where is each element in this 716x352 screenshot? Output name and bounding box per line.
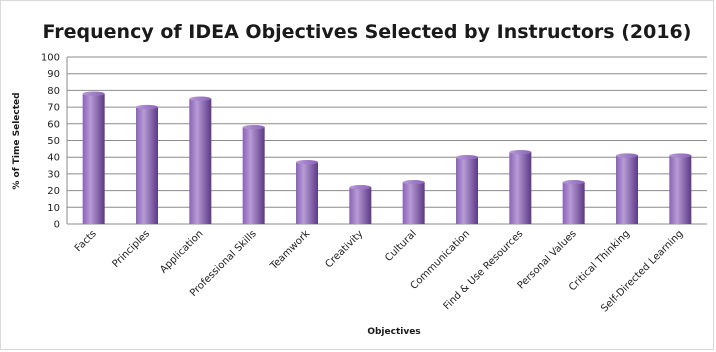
y-tick-labels: 0 10 20 30 40 50 60 70 80 90 100 <box>41 53 60 231</box>
bar-9 <box>562 182 585 224</box>
y-tick-label: 60 <box>47 119 60 130</box>
bar-cap-6 <box>402 180 425 185</box>
bars <box>82 91 692 225</box>
x-tick-label: Teamwork <box>268 228 312 272</box>
x-tick-label: Application <box>158 228 205 275</box>
bar-cap-7 <box>456 155 478 160</box>
bar-7 <box>456 157 478 224</box>
y-tick-label: 10 <box>47 203 60 214</box>
bar-2 <box>189 98 212 224</box>
bar-cap-3 <box>242 124 265 130</box>
y-tick-label: 70 <box>47 103 60 114</box>
bar-5 <box>349 187 372 224</box>
x-tick-label: Cultural <box>383 228 419 264</box>
y-tick-label: 50 <box>47 136 60 147</box>
bar-cap-10 <box>616 153 638 158</box>
bar-cap-0 <box>82 91 105 96</box>
x-tick-label: Creativity <box>323 228 365 270</box>
y-tick-label: 40 <box>47 153 60 164</box>
bar-6 <box>402 182 425 224</box>
bar-4 <box>296 162 318 224</box>
bar-8 <box>509 152 532 224</box>
bar-10 <box>616 155 638 224</box>
bar-3 <box>242 127 265 224</box>
y-tick-label: 20 <box>47 186 60 197</box>
y-tick-label: 30 <box>47 169 60 180</box>
x-tick-label: Principles <box>111 228 153 270</box>
bar-1 <box>136 107 158 224</box>
bar-cap-1 <box>136 104 158 110</box>
bar-0 <box>82 93 105 225</box>
bar-cap-9 <box>562 180 585 185</box>
bar-cap-11 <box>669 153 692 158</box>
y-tick-label: 90 <box>47 69 60 80</box>
bar-11 <box>669 155 692 224</box>
y-tick-label: 100 <box>41 53 60 64</box>
bar-cap-5 <box>349 185 372 190</box>
bar-cap-4 <box>296 160 318 165</box>
bar-cap-8 <box>509 149 532 155</box>
gridlines <box>66 56 707 225</box>
y-axis-title: % of Time Selected <box>12 92 22 189</box>
y-tick-label: 80 <box>47 86 60 97</box>
x-tick-label: Facts <box>73 228 99 254</box>
x-axis-title: Objectives <box>367 327 420 337</box>
chart-title: Frequency of IDEA Objectives Selected by… <box>43 21 692 43</box>
bar-cap-2 <box>189 96 212 101</box>
y-tick-label: 0 <box>54 220 60 231</box>
